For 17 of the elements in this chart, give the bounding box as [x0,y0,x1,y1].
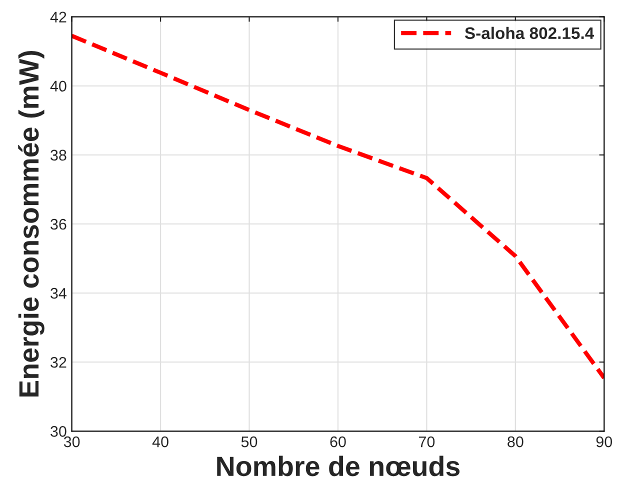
y-tick-label: 32 [50,356,66,368]
x-tick-label: 80 [508,436,524,448]
y-tick-label: 38 [50,150,66,161]
y-tick-label: 30 [50,426,66,437]
x-tick-label: 30 [64,436,80,448]
y-tick-label: 36 [50,218,66,230]
y-tick-label: 42 [50,12,66,22]
x-tick-label: 60 [330,436,346,448]
x-axis-title: Nombre de nœuds [217,456,460,476]
y-tick-label: 34 [50,288,66,299]
y-tick-label: 40 [50,80,66,92]
y-axis-title: Energie consommée (mW) [18,50,44,397]
x-tick-label: 70 [418,436,435,448]
legend-label: S-aloha 802.15.4 [464,26,594,40]
x-tick-label: 50 [241,436,258,448]
x-tick-label: 90 [596,436,612,448]
x-tick-label: 40 [152,436,168,448]
